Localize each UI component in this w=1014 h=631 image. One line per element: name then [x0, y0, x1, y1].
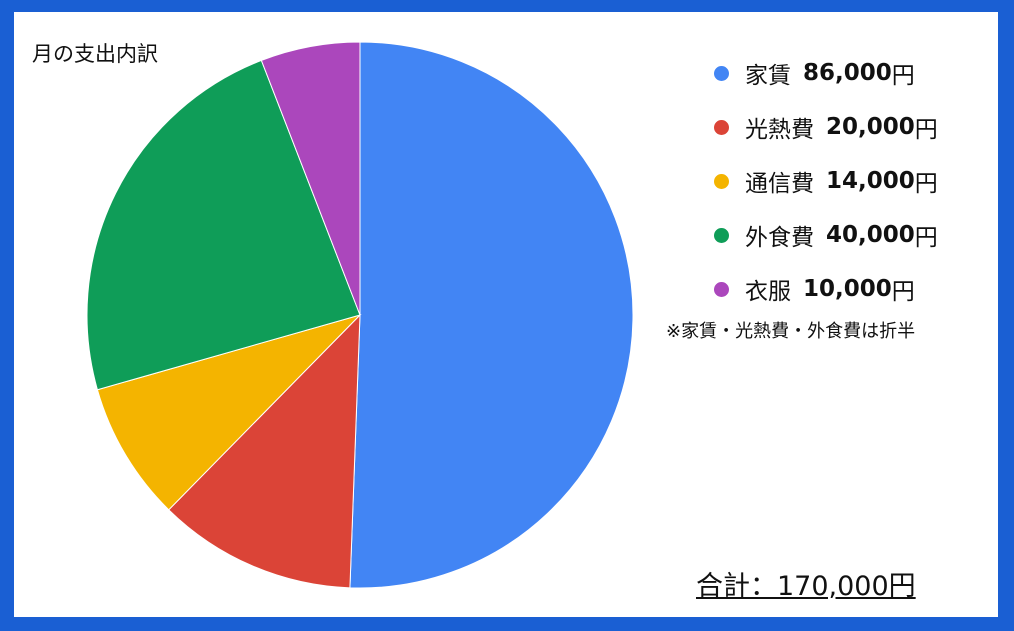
split-note: ※家賃・光熱費・外食費は折半 [666, 321, 916, 342]
legend-item-communication: 通信費 14,000 円 [714, 154, 938, 208]
legend-label-rent: 家賃 [745, 63, 791, 89]
legend-value-rent: 86,000 [803, 60, 892, 86]
pie-slice-utilities [168, 313, 361, 589]
legend-label-clothing: 衣服 [745, 279, 791, 305]
legend-value-communication: 14,000 [826, 168, 915, 194]
legend-currency: 円 [891, 279, 915, 305]
legend-label-eating-out: 外食費 [745, 225, 814, 251]
chart-title: 月の支出内訳 [32, 42, 158, 66]
legend-currency: 円 [914, 117, 938, 143]
chart-frame: 月の支出内訳 家賃 86,000 円 光熱費 20,000 円 通信費 14,000… [14, 12, 998, 617]
legend-dot-rent [714, 65, 729, 81]
pie-slice-rent [349, 41, 634, 589]
legend-currency: 円 [914, 171, 938, 197]
legend-dot-utilities [714, 119, 729, 135]
legend-dot-clothing [714, 281, 729, 297]
legend-value-eating-out: 40,000 [826, 222, 915, 248]
total-amount: 合計：170,000円 [696, 571, 916, 602]
pie-slice-eating-out [86, 59, 361, 391]
legend-currency: 円 [914, 225, 938, 251]
legend-label-communication: 通信費 [745, 171, 814, 197]
legend-label-utilities: 光熱費 [745, 117, 814, 143]
legend-item-rent: 家賃 86,000 円 [714, 46, 938, 100]
legend-dot-communication [714, 173, 729, 189]
legend-item-utilities: 光熱費 20,000 円 [714, 100, 938, 154]
pie-slice-clothing [260, 41, 361, 316]
legend-dot-eating-out [714, 227, 729, 243]
legend-currency: 円 [891, 63, 915, 89]
pie-slice-communication [96, 314, 362, 511]
legend-value-clothing: 10,000 [803, 276, 892, 302]
legend-item-eating-out: 外食費 40,000 円 [714, 208, 938, 262]
legend: 家賃 86,000 円 光熱費 20,000 円 通信費 14,000 円 外食費 4… [714, 46, 938, 316]
pie-chart [86, 41, 634, 589]
legend-item-clothing: 衣服 10,000 円 [714, 262, 938, 316]
legend-value-utilities: 20,000 [826, 114, 915, 140]
